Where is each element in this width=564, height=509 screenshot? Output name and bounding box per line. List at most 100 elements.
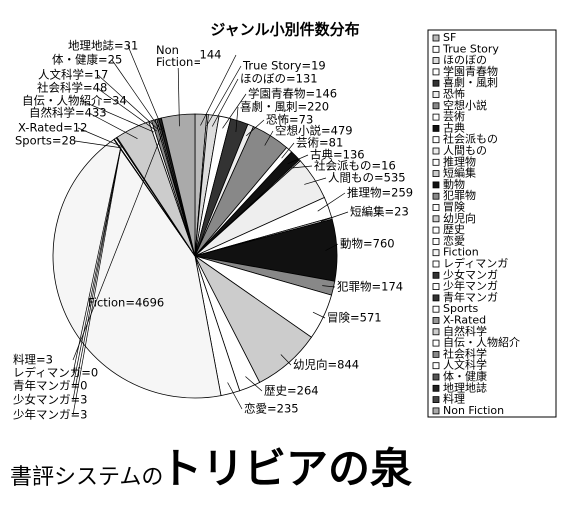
legend-label: レディマンガ xyxy=(443,256,508,270)
legend-swatch xyxy=(432,362,440,370)
legend-label: 自然科学 xyxy=(443,324,487,338)
leader-line xyxy=(177,57,180,127)
data-label: Sports=28 xyxy=(15,134,76,148)
legend-swatch xyxy=(432,305,440,313)
leader-line xyxy=(72,148,121,374)
legend-swatch xyxy=(432,91,440,98)
pie-slice xyxy=(160,113,196,257)
leader-line xyxy=(111,59,161,131)
legend-swatch xyxy=(432,271,440,279)
leader-line xyxy=(227,382,243,410)
data-label: 恋愛=235 xyxy=(244,402,299,416)
data-label: 青年マンガ=0 xyxy=(13,379,87,393)
legend-label: 少年マンガ xyxy=(443,279,498,293)
legend-label: 恋愛 xyxy=(443,233,465,247)
legend-swatch xyxy=(432,102,440,110)
data-label: 犯罪物=174 xyxy=(337,280,403,294)
leader-line xyxy=(304,177,327,185)
legend-label: 冒険 xyxy=(443,201,465,214)
leader-line xyxy=(96,87,157,132)
leader-line xyxy=(281,142,295,159)
leader-line xyxy=(200,54,237,126)
legend-label: 少女マンガ xyxy=(443,267,498,281)
data-label: 少年マンガ=3 xyxy=(13,408,87,422)
footer-prefix: 書評システムの xyxy=(10,465,163,490)
data-label: 幼児向=844 xyxy=(293,358,359,372)
legend-swatch xyxy=(432,136,440,144)
leader-line xyxy=(280,354,292,366)
leader-line xyxy=(206,65,242,127)
leader-line xyxy=(81,100,154,133)
legend-swatch xyxy=(432,317,440,324)
footer-main: トリビアの泉 xyxy=(160,444,412,493)
data-label: 社会派もの=16 xyxy=(314,159,396,173)
legend-swatch xyxy=(432,125,440,132)
legend-swatch xyxy=(432,237,440,245)
legend-label: 社会派もの xyxy=(443,132,498,146)
leader-line xyxy=(72,128,165,361)
legend-label: 芸術 xyxy=(443,110,465,123)
legend-label: 料理 xyxy=(443,392,465,406)
legend-swatch xyxy=(432,113,440,121)
data-label: 料理=3 xyxy=(13,353,53,367)
legend-label: 喜劇・風刺 xyxy=(443,75,498,89)
legend-swatch xyxy=(432,249,440,257)
legend-swatch xyxy=(432,339,440,347)
leader-line xyxy=(264,130,274,146)
data-label: 社会科学=48 xyxy=(37,81,107,95)
data-label: 動物=760 xyxy=(340,237,395,251)
legend-swatch xyxy=(432,68,440,76)
chart-title: ジャンル小別件数分布 xyxy=(210,21,359,39)
legend-label: Sports xyxy=(443,302,479,315)
legend-swatch xyxy=(432,328,440,336)
labels: SF=144True Story=19ほのぼの=131学園青春物=146喜劇・風… xyxy=(13,39,413,422)
legend-label: X-Rated xyxy=(443,314,486,327)
legend-swatch xyxy=(432,204,440,211)
leader-line xyxy=(320,211,349,222)
legend-label: Non Fiction xyxy=(443,404,504,417)
data-label: 芸術=81 xyxy=(296,136,343,150)
legend-label: True Story xyxy=(442,42,499,55)
data-label: ほのぼの=131 xyxy=(240,72,318,86)
legend-swatch xyxy=(432,396,440,404)
legend-label: 体・健康 xyxy=(443,369,487,383)
leader-line xyxy=(235,106,239,132)
data-label: 恐怖=73 xyxy=(266,113,313,127)
leader-line xyxy=(127,45,164,130)
legend-label: 人文科学 xyxy=(443,358,487,372)
legend-swatch xyxy=(432,147,440,155)
legend-swatch xyxy=(432,294,440,302)
leader-line xyxy=(245,376,263,392)
legend-label: 推理物 xyxy=(443,154,476,168)
data-label: レディマンガ=0 xyxy=(13,366,98,380)
data-label-box: Non Fiction=413 xyxy=(156,44,200,69)
data-label: 推理物=259 xyxy=(347,186,413,200)
legend-swatch xyxy=(432,57,440,64)
data-label: 自然科学=433 xyxy=(29,106,107,120)
legend-label: 青年マンガ xyxy=(443,290,498,304)
legend-label: 歴史 xyxy=(443,223,465,236)
data-label: X-Rated=12 xyxy=(18,121,87,135)
legend-swatch xyxy=(432,407,440,415)
leader-line xyxy=(287,154,309,165)
legend-swatch xyxy=(432,384,440,392)
data-label: 人文科学=17 xyxy=(38,68,108,82)
leader-line xyxy=(325,243,339,251)
data-label: 地理地誌=31 xyxy=(68,39,138,53)
legend-swatch xyxy=(432,181,440,189)
pie xyxy=(52,113,338,399)
legend-label: 空想小説 xyxy=(443,98,487,112)
legend-swatch xyxy=(432,192,440,200)
legend-label: 人間もの xyxy=(443,144,487,157)
leader-line xyxy=(312,311,326,319)
legend-label: 動物 xyxy=(443,177,465,191)
legend-label: 自伝・人物紹介 xyxy=(443,335,520,349)
leader-line xyxy=(317,192,346,212)
legend-swatch xyxy=(432,373,440,381)
data-label: Non Fiction=413 xyxy=(156,44,200,69)
legend-label: ほのぼの xyxy=(443,54,487,67)
leader-line xyxy=(77,127,124,148)
legend-swatch xyxy=(432,45,440,53)
